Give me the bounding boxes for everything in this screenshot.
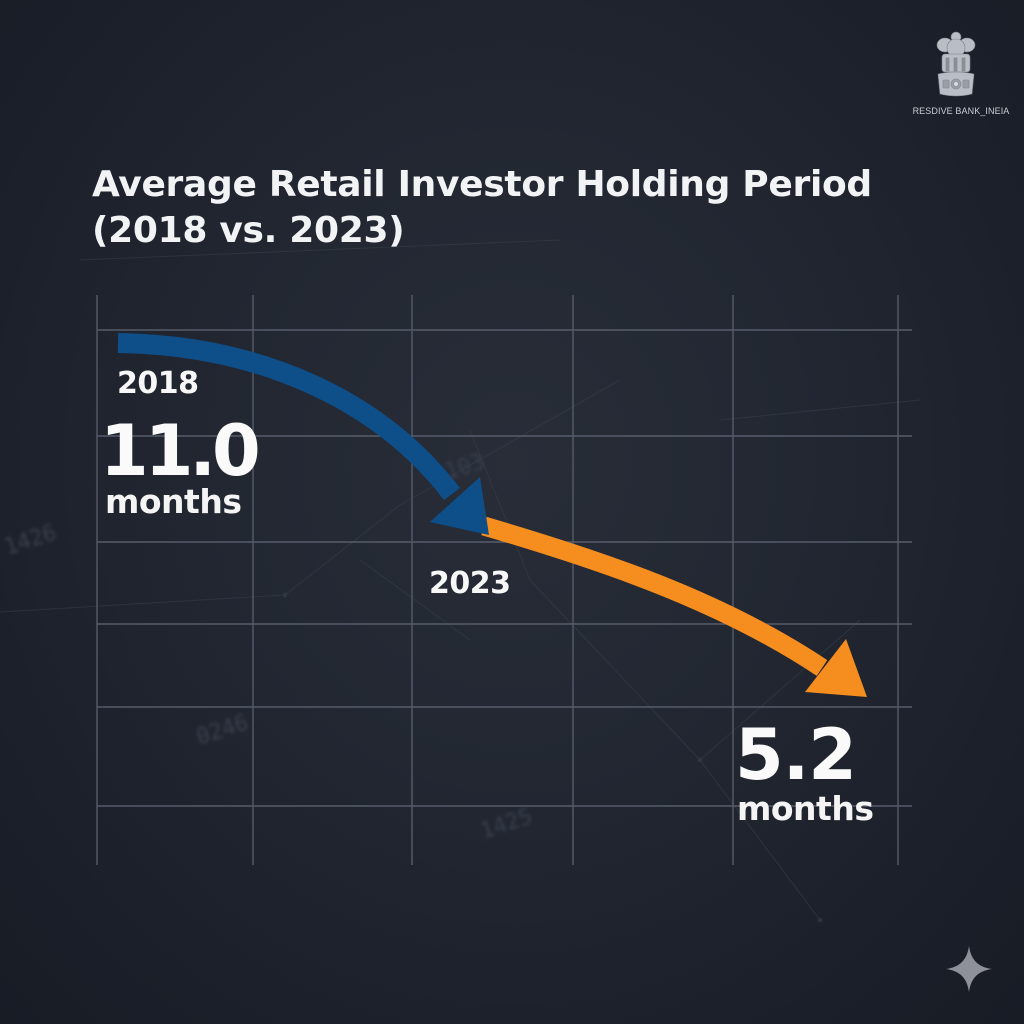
- end-unit: months: [737, 789, 874, 828]
- arrow-2023: [481, 516, 867, 697]
- chart-title: Average Retail Investor Holding Period (…: [92, 162, 912, 254]
- start-value: 11.0: [100, 410, 261, 492]
- chart-title-line1: Average Retail Investor Holding Period: [92, 164, 872, 205]
- grid-lines: [96, 295, 912, 865]
- end-year-label: 2023: [429, 566, 511, 601]
- start-unit: months: [105, 482, 242, 521]
- sparkle-icon: [946, 946, 992, 992]
- start-year-label: 2018: [117, 366, 199, 401]
- emblem-label: RESDIVE BANK_INEIA: [912, 106, 1010, 116]
- chart-title-line2: (2018 vs. 2023): [92, 210, 405, 251]
- state-emblem-icon: [936, 31, 976, 97]
- background-network: [0, 239, 921, 923]
- end-value: 5.2: [735, 714, 857, 796]
- arrow-2018: [117, 333, 489, 535]
